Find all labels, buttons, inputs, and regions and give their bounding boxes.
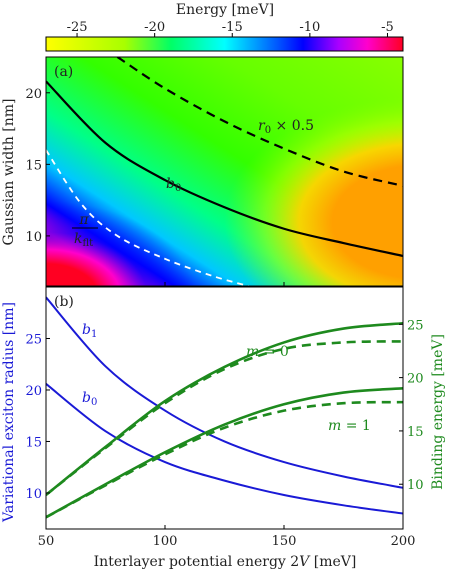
panel-a-frame [45, 56, 404, 287]
panel-a-curves [46, 57, 403, 286]
colorbar-tick-label: -20 [144, 20, 165, 35]
panel-b-axes: 10 15 20 25 10 15 20 25 50 100 150 200 [25, 318, 423, 549]
m0-label: m = 0 [246, 344, 289, 360]
x-tick-label: 150 [272, 534, 297, 549]
line-series [46, 340, 403, 496]
colorbar-ticks: -25 -20 -15 -10 -5 [67, 20, 394, 37]
panel-b-left-ytick-label: 25 [25, 332, 42, 347]
x-tick-label: 50 [38, 534, 55, 549]
heatmap-series-line [46, 80, 403, 258]
panel-b-left-ytick-label: 15 [25, 435, 42, 450]
svg-text:kflt: kflt [74, 231, 93, 249]
panel-b-frame [45, 286, 404, 530]
panel-b-right-ytick-label: 15 [407, 425, 424, 440]
svg-text:π: π [78, 212, 89, 228]
x-tick-label: 200 [391, 534, 416, 549]
panel-b-right-ytick-label: 25 [407, 318, 424, 333]
heatmap [46, 57, 403, 286]
panel-b-left-ytick-label: 20 [25, 384, 42, 399]
heatmap-series-line [116, 57, 403, 187]
panel-b-ylabel-left: Variational exciton radius [nm] [1, 302, 17, 523]
panel-a-ylabel: Gaussian width [nm] [1, 99, 17, 246]
panel-b-right-ytick-label: 20 [407, 372, 424, 387]
panel-a-axes: 10 15 20 [25, 87, 404, 286]
x-tick-label: 100 [153, 534, 178, 549]
b1-label: b1 [82, 322, 97, 340]
pi-over-k-label: π kflt [72, 212, 98, 249]
panel-b-tag: (b) [54, 294, 74, 310]
panel-a-ytick-label: 10 [25, 230, 42, 245]
panel-b-right-ytick-label: 10 [407, 478, 424, 493]
m1-label: m = 1 [328, 418, 371, 434]
colorbar-tick-label: -5 [381, 20, 394, 35]
line-series [46, 296, 403, 489]
panel-b-left-ytick-label: 10 [25, 487, 42, 502]
colorbar [45, 36, 404, 52]
panel-a-tag: (a) [54, 64, 73, 80]
panel-b-bg [46, 287, 403, 529]
colorbar-tick-label: -10 [299, 20, 320, 35]
panel-b-ylabel-right: Binding energy [meV] [430, 334, 446, 490]
x-axis-label: Interlayer potential energy 2V [meV] [94, 554, 357, 570]
panel-a-ytick-label: 20 [25, 87, 42, 102]
colorbar-tick-label: -15 [222, 20, 243, 35]
panel-a-ytick-label: 15 [25, 158, 42, 173]
b0-label-a: b0 [166, 176, 181, 194]
r0-label: r0 × 0.5 [258, 118, 314, 136]
line-series [46, 383, 403, 515]
colorbar-tick-label: -25 [67, 20, 88, 35]
panel-b-curves [46, 296, 403, 519]
heatmap-series-line [46, 149, 249, 286]
colorbar-title: Energy [meV] [176, 2, 274, 18]
line-series [46, 400, 403, 519]
b0-label-b: b0 [82, 390, 97, 408]
